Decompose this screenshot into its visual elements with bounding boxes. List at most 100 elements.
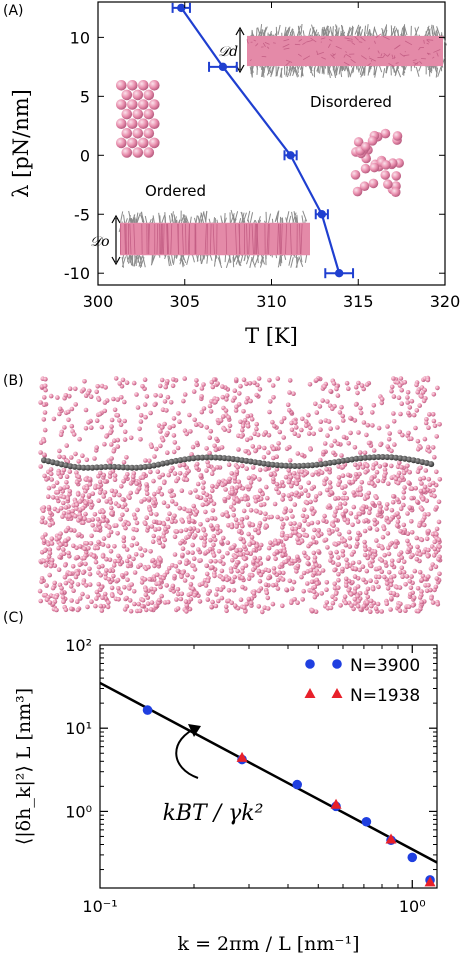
ordered-bead [343, 576, 349, 582]
ordered-bead [93, 485, 98, 491]
ordered-bead [257, 467, 263, 473]
liquid-bead [94, 418, 100, 424]
ordered-bead [132, 570, 138, 575]
ordered-bead [134, 527, 139, 533]
ordered-bead [268, 471, 274, 477]
ordered-bead [250, 522, 256, 528]
liquid-bead [108, 430, 113, 436]
y-tick-label: 10⁰ [65, 802, 92, 821]
lipid-bead [132, 147, 144, 158]
ordered-bead [172, 471, 178, 476]
ordered-bead [104, 499, 109, 504]
interface-bead [129, 464, 135, 471]
liquid-bead [293, 420, 298, 426]
ordered-bead [223, 604, 229, 609]
headgroup-chain [300, 67, 303, 78]
ordered-bead [167, 489, 173, 494]
ordered-bead [244, 466, 249, 472]
ordered-bead [219, 595, 225, 601]
ordered-bead [130, 474, 136, 480]
ordered-bead [134, 541, 140, 546]
ordered-bead [177, 471, 183, 476]
ordered-bead [232, 479, 238, 484]
headgroup-chain [337, 27, 340, 38]
headgroup-chain [311, 24, 316, 35]
liquid-bead [223, 408, 229, 413]
ordered-bead [77, 544, 83, 549]
ordered-bead [309, 486, 315, 491]
lipid-tail [426, 52, 430, 56]
ordered-bead [107, 525, 112, 530]
ordered-bead [374, 527, 380, 532]
ordered-bead [384, 581, 390, 586]
interface-bead [296, 463, 303, 469]
interface-bead [269, 461, 276, 468]
ordered-bead [215, 587, 220, 592]
lipid-tail [289, 223, 292, 255]
liquid-bead [220, 384, 225, 389]
ordered-bead [251, 559, 256, 564]
liquid-bead [339, 404, 344, 410]
ordered-bead [128, 561, 133, 566]
lipid-bead [121, 108, 133, 120]
ordered-bead [343, 484, 348, 489]
ordered-bead [357, 567, 362, 573]
ordered-bead [403, 608, 408, 613]
ordered-bead [240, 569, 245, 575]
ordered-bead [126, 554, 132, 559]
ordered-bead [359, 480, 365, 485]
headgroup-chain [374, 65, 378, 76]
liquid-bead [287, 458, 293, 463]
ordered-bead [48, 563, 54, 569]
ordered-bead [150, 557, 156, 563]
ordered-bead [355, 594, 360, 599]
ordered-bead [242, 556, 248, 562]
ordered-bead [302, 518, 307, 524]
ordered-bead [419, 481, 424, 486]
ordered-bead [308, 567, 314, 573]
lipid-tail [351, 42, 356, 46]
liquid-bead [109, 424, 114, 429]
liquid-bead [318, 457, 323, 463]
ordered-bead [231, 587, 237, 593]
ordered-bead [419, 599, 424, 605]
lipid-bead [116, 118, 127, 129]
ordered-bead [343, 583, 349, 588]
liquid-bead [299, 452, 305, 458]
ordered-bead [131, 589, 137, 594]
liquid-bead [364, 382, 370, 387]
ordered-bead [124, 547, 130, 552]
interface-bead [102, 463, 109, 470]
lipid-tail [156, 223, 159, 255]
ordered-bead [111, 573, 116, 579]
lipid-tail [377, 50, 380, 54]
y-tick-label: 10² [65, 636, 92, 655]
ordered-bead [234, 548, 239, 553]
ordered-bead [71, 588, 76, 593]
ordered-bead [124, 507, 130, 513]
ordered-bead [353, 462, 358, 468]
lipid-tail [299, 223, 301, 255]
liquid-bead [287, 390, 292, 395]
ordered-bead [336, 571, 341, 577]
liquid-bead [287, 378, 293, 383]
ordered-bead [407, 469, 413, 475]
ordered-bead [181, 462, 186, 468]
ordered-bead [391, 494, 396, 499]
headgroup-chain [120, 211, 124, 222]
liquid-bead [303, 423, 309, 429]
ordered-bead [233, 517, 239, 523]
liquid-bead [55, 395, 60, 400]
ordered-bead [422, 522, 427, 528]
ordered-bead [414, 556, 420, 562]
ordered-bead [152, 563, 157, 569]
ordered-bead [370, 586, 376, 592]
ordered-bead [190, 575, 195, 580]
ordered-bead [104, 518, 109, 523]
ordered-bead [92, 512, 98, 517]
ordered-bead [142, 548, 148, 553]
ordered-bead [243, 563, 249, 568]
ordered-bead [312, 570, 317, 576]
liquid-bead [115, 444, 121, 449]
ordered-bead [116, 503, 122, 509]
